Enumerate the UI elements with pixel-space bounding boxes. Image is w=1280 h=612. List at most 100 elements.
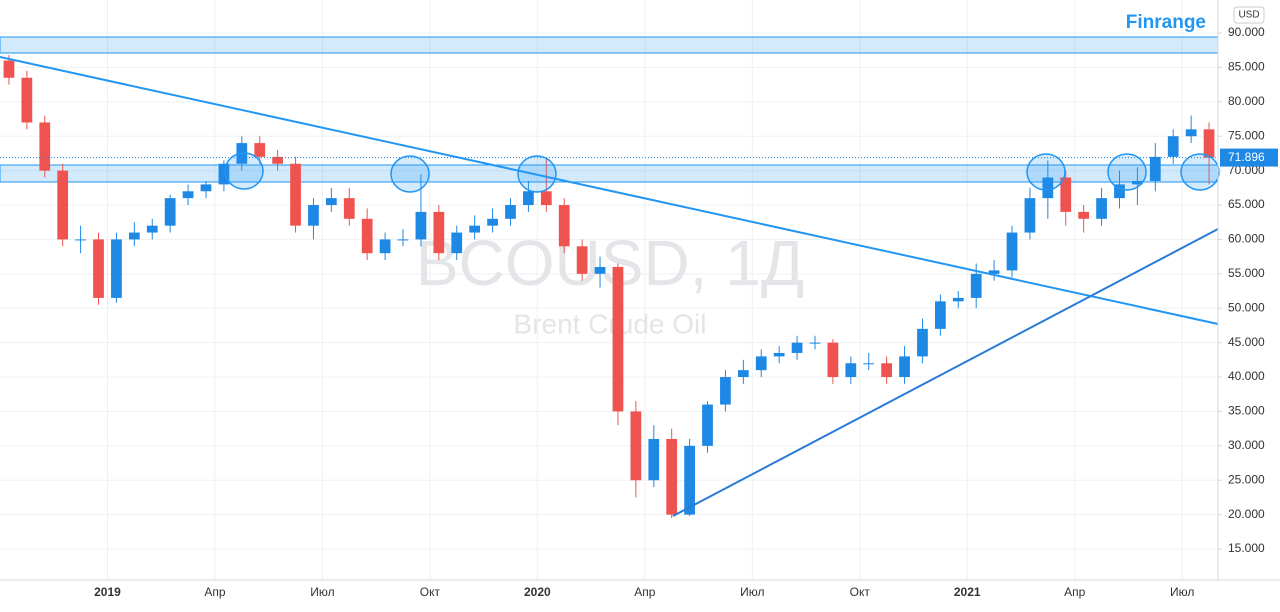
watermark-title: BCOUSD, 1Д xyxy=(416,227,804,299)
currency: USD xyxy=(1238,10,1259,21)
y-tick-label: 85.000 xyxy=(1228,60,1265,74)
candle-body xyxy=(128,232,140,240)
grid xyxy=(0,0,1218,580)
candle-body xyxy=(361,218,373,254)
candle-body xyxy=(558,205,570,247)
candle-body xyxy=(379,239,391,254)
candle-body xyxy=(57,170,69,240)
candle-body xyxy=(917,328,928,357)
circle-marker xyxy=(1026,153,1066,191)
candle-body xyxy=(934,301,946,329)
x-tick-label: Окт xyxy=(420,585,441,599)
brand: Finrange xyxy=(1126,12,1206,33)
x-tick-label: Апр xyxy=(204,585,226,599)
y-tick-label: 15.000 xyxy=(1228,541,1265,555)
candle-body xyxy=(755,356,767,371)
y-tick-label: 45.000 xyxy=(1228,335,1265,349)
x-tick-label: Окт xyxy=(850,585,871,599)
y-tick-label: 35.000 xyxy=(1228,404,1265,418)
x-tick-label: Апр xyxy=(1064,585,1086,599)
candle-body xyxy=(881,363,893,378)
candle-body xyxy=(1185,129,1197,137)
candle-body xyxy=(720,377,731,405)
candle-body xyxy=(433,211,445,254)
candle-body xyxy=(648,438,660,481)
candle-body xyxy=(1149,156,1161,181)
candle-body xyxy=(111,239,122,298)
candle-body xyxy=(988,270,1000,274)
y-tick-label: 60.000 xyxy=(1228,232,1265,246)
candle-body xyxy=(702,404,713,446)
candle-body xyxy=(1167,136,1179,157)
candle-body xyxy=(200,184,212,192)
candle-body xyxy=(1078,211,1090,219)
candle-body xyxy=(791,342,803,353)
circle-marker xyxy=(390,155,430,193)
y-tick-label: 65.000 xyxy=(1228,197,1265,211)
candle-body xyxy=(1006,232,1018,271)
candle-body xyxy=(343,198,355,219)
currency-box xyxy=(1233,6,1265,24)
zone xyxy=(0,36,1219,54)
candle-body xyxy=(39,122,51,171)
candle-body xyxy=(1096,198,1107,219)
y-tick-label: 50.000 xyxy=(1228,300,1265,314)
y-tick-label: 80.000 xyxy=(1228,94,1265,108)
x-tick-label: Июл xyxy=(310,585,334,599)
y-tick-label: 55.000 xyxy=(1228,266,1265,280)
candle-body xyxy=(827,342,839,378)
candle-body xyxy=(505,205,516,219)
x-tick-label: Июл xyxy=(1170,585,1194,599)
candle-body xyxy=(1042,177,1054,199)
candles xyxy=(3,55,1215,519)
markers xyxy=(224,152,1220,193)
candle-body xyxy=(487,218,498,226)
candle-body xyxy=(254,143,266,157)
candle-body xyxy=(290,163,301,226)
candle-body xyxy=(899,356,910,378)
candle-body xyxy=(684,445,695,515)
candle-body xyxy=(845,363,857,378)
candle-body xyxy=(21,77,33,123)
candle-body xyxy=(146,225,158,233)
candle-body xyxy=(1024,198,1036,233)
candle-body xyxy=(1060,177,1072,212)
circle-marker xyxy=(224,152,264,190)
candle-body xyxy=(773,352,785,357)
candle-body xyxy=(630,411,642,481)
y-tick-label: 40.000 xyxy=(1228,369,1265,383)
candle-body xyxy=(93,239,104,298)
x-tick-label: Июл xyxy=(740,585,764,599)
circle-marker xyxy=(1180,153,1220,191)
candle-body xyxy=(182,191,194,199)
candle-body xyxy=(594,266,606,274)
axes: 15.000 20.000 25.000 30.000 35.000 40.000 45.0… xyxy=(0,25,1278,599)
candle-body xyxy=(451,232,463,254)
candle-body xyxy=(272,156,284,164)
candle-body xyxy=(3,60,15,78)
candle-body xyxy=(523,191,534,206)
x-tick-label: 2020 xyxy=(524,585,551,599)
candle-body xyxy=(809,342,821,344)
candle-body xyxy=(308,205,319,226)
x-tick-label: 2021 xyxy=(954,585,981,599)
candle-body xyxy=(952,297,964,302)
y-tick-label: 75.000 xyxy=(1228,128,1265,142)
x-tick-label: 2019 xyxy=(94,585,121,599)
candle-body xyxy=(666,438,678,515)
candle-body xyxy=(970,273,982,298)
x-tick-label: Апр xyxy=(634,585,656,599)
candle-body xyxy=(576,246,588,274)
candle-body xyxy=(737,370,749,378)
candle-body xyxy=(612,266,624,412)
y-tick-label: 25.000 xyxy=(1228,472,1265,486)
candle-body xyxy=(218,163,230,185)
last-price-label: 71.896 xyxy=(1228,150,1265,164)
circle-marker xyxy=(517,155,557,193)
watermark-subtitle: Brent Crude Oil xyxy=(514,308,707,339)
candle-body xyxy=(1203,129,1215,158)
candle-body xyxy=(325,198,337,206)
candle-body xyxy=(1114,184,1125,199)
